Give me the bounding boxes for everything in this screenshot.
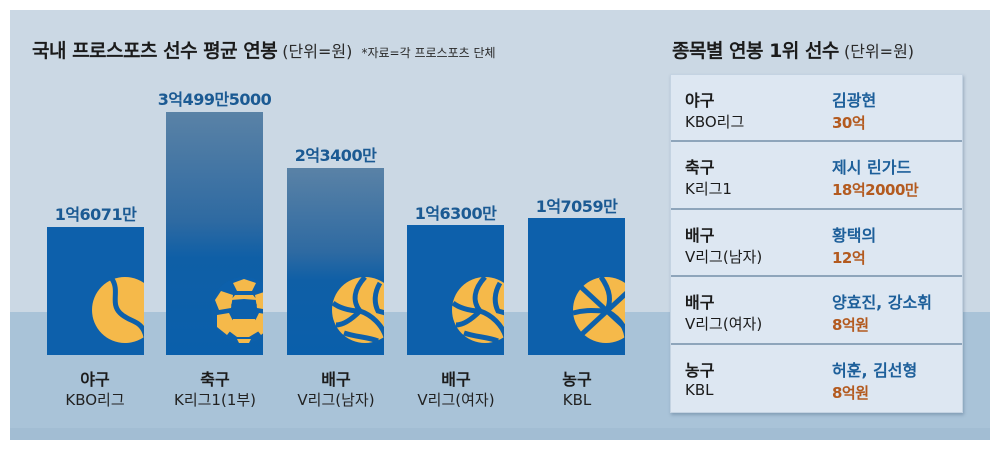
category-league: KBO리그: [65, 391, 125, 409]
bar-volleyball-men: [287, 168, 384, 355]
row-salary: 12억: [832, 248, 866, 267]
category-sport: 농구: [562, 370, 592, 389]
category-sport: 배구: [321, 370, 351, 389]
chart-title-main: 국내 프로스포츠 선수 평균 연봉: [32, 40, 278, 62]
category-label-volleyball-men: 배구 V리그(남자): [261, 370, 411, 410]
row-player: 허훈, 김선형: [832, 360, 918, 380]
category-label-soccer: 축구 K리그1(1부): [140, 370, 290, 410]
category-label-volleyball-women: 배구 V리그(여자): [381, 370, 531, 410]
table-row: 축구 K리그1 제시 린가드 18억2000만: [671, 142, 962, 210]
row-league: V리그(남자): [685, 247, 763, 266]
table-row: 배구 V리그(여자) 양효진, 강소휘 8억원: [671, 277, 962, 345]
bar-group-volleyball-men: 2억3400만: [287, 0, 384, 355]
bar-basketball: [528, 218, 625, 355]
bar-value-label: 3억499만5000: [157, 90, 272, 109]
chart-title-unit: (단위=원): [282, 42, 353, 61]
bar-value-label: 2억3400만: [294, 146, 377, 165]
row-sport: 야구: [685, 91, 715, 110]
row-sport: 배구: [685, 225, 715, 245]
volleyball-icon: [314, 275, 384, 345]
bar-value-label: 1억6071만: [54, 205, 137, 224]
bar-value-label: 1억7059만: [535, 197, 618, 216]
top-players-title-unit: (단위=원): [844, 42, 915, 61]
category-sport: 야구: [80, 370, 110, 389]
category-label-basketball: 농구 KBL: [502, 370, 652, 410]
bar-value-label: 1억6300만: [414, 204, 497, 223]
category-sport: 배구: [441, 370, 471, 389]
top-players-title-main: 종목별 연봉 1위 선수: [672, 40, 839, 62]
row-salary: 8억원: [832, 316, 869, 335]
row-salary: 30억: [832, 114, 866, 132]
row-player: 양효진, 강소휘: [832, 293, 932, 313]
row-league: KBL: [685, 380, 714, 399]
row-salary: 18억2000만: [832, 181, 919, 200]
top-players-title: 종목별 연봉 1위 선수 (단위=원): [672, 36, 914, 63]
row-player: 황택의: [832, 225, 877, 245]
volleyball-icon: [434, 275, 504, 345]
category-label-baseball: 야구 KBO리그: [20, 370, 170, 410]
bar-soccer: [166, 112, 263, 355]
basketball-icon: [555, 275, 625, 345]
row-league: K리그1: [685, 180, 732, 199]
background-bottom-strip: [10, 428, 990, 440]
row-player: 제시 린가드: [832, 158, 912, 178]
row-salary: 8억원: [832, 383, 869, 402]
top-players-table: 야구 KBO리그 김광현 30억 축구 K리그1 제시 린가드 18억2000만…: [670, 74, 963, 413]
table-row: 농구 KBL 허훈, 김선형 8억원: [671, 345, 962, 412]
category-league: V리그(남자): [297, 391, 375, 409]
bar-baseball: [47, 227, 144, 355]
row-sport: 배구: [685, 293, 715, 313]
chart-title: 국내 프로스포츠 선수 평균 연봉 (단위=원) *자료=각 프로스포츠 단체: [32, 36, 496, 63]
bar-volleyball-women: [407, 225, 504, 355]
row-league: KBO리그: [685, 113, 745, 131]
chart-source-note: *자료=각 프로스포츠 단체: [361, 46, 496, 60]
bar-group-volleyball-women: 1억6300만: [407, 0, 504, 355]
table-row: 야구 KBO리그 김광현 30억: [671, 75, 962, 143]
baseball-icon: [74, 275, 144, 345]
bar-group-basketball: 1억7059만: [528, 0, 625, 355]
soccer-ball-icon: [193, 275, 263, 345]
bar-group-baseball: 1억6071만: [47, 0, 144, 355]
row-player: 김광현: [832, 91, 877, 110]
category-league: KBL: [562, 391, 592, 409]
table-row: 배구 V리그(남자) 황택의 12억: [671, 210, 962, 278]
row-league: V리그(여자): [685, 315, 763, 334]
row-sport: 축구: [685, 158, 715, 178]
category-league: K리그1(1부): [173, 391, 257, 409]
category-sport: 축구: [200, 370, 230, 389]
row-sport: 농구: [685, 360, 715, 380]
bar-group-soccer: 3억499만5000: [158, 0, 272, 355]
category-league: V리그(여자): [417, 391, 495, 409]
